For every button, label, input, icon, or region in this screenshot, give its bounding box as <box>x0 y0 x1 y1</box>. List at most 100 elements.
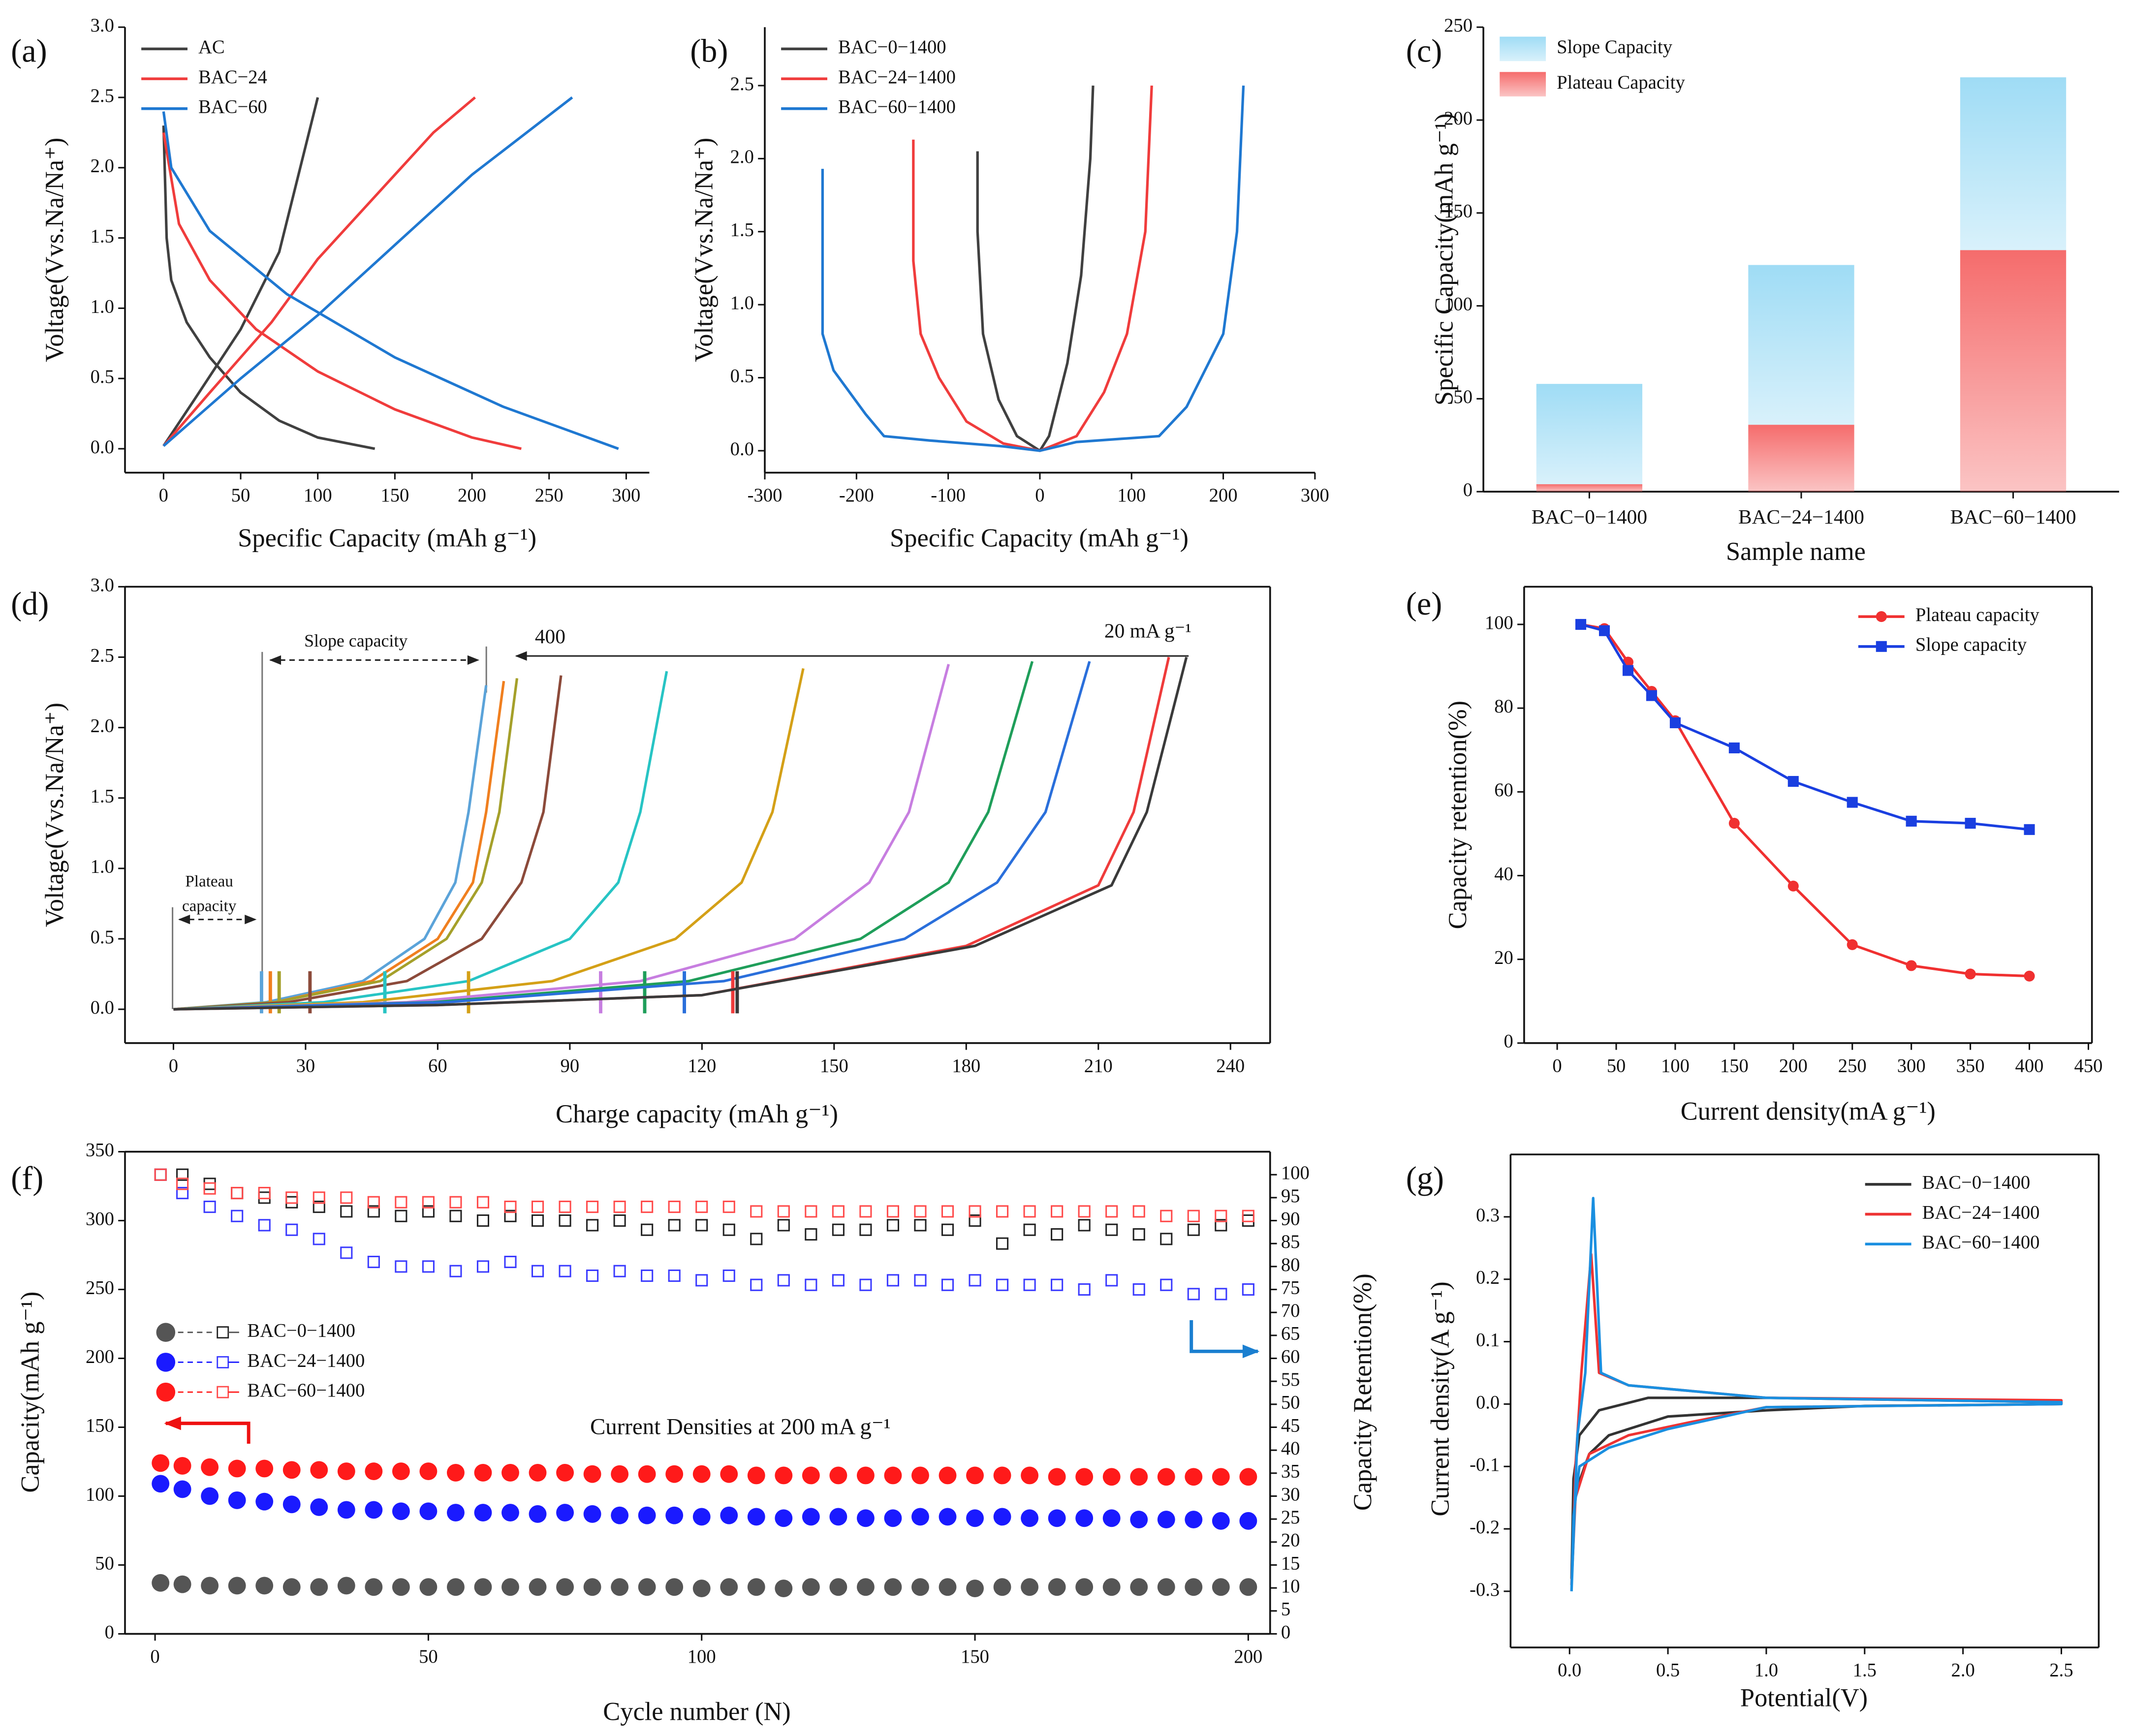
x-tick-label: 0 <box>150 1646 159 1667</box>
y-tick-label: 0.2 <box>1476 1268 1500 1288</box>
x-tick-label: 200 <box>1779 1055 1808 1076</box>
point <box>1239 1578 1257 1596</box>
y-tick-label: 100 <box>1485 613 1513 633</box>
point <box>832 1205 845 1218</box>
y-tick-label: 200 <box>86 1346 114 1367</box>
point <box>154 1168 167 1181</box>
point <box>1239 1512 1257 1530</box>
point <box>1051 1278 1064 1291</box>
point <box>395 1260 407 1273</box>
point <box>474 1463 492 1482</box>
point <box>152 1475 170 1493</box>
y2-tick-label: 80 <box>1281 1255 1300 1275</box>
x-tick-label: 1.5 <box>1853 1660 1877 1681</box>
point <box>282 1495 301 1514</box>
x-tick-label: 150 <box>1720 1055 1749 1076</box>
legend-swatch <box>1876 611 1887 622</box>
y-tick-label: 0.0 <box>91 997 114 1018</box>
point <box>313 1201 325 1213</box>
point <box>638 1506 656 1524</box>
y2-tick-label: 90 <box>1281 1209 1300 1229</box>
legend-swatch <box>1876 641 1887 652</box>
x-axis-label: Charge capacity (mAh g⁻¹) <box>556 1100 838 1128</box>
x-tick-label: -200 <box>839 485 874 506</box>
point <box>1185 1468 1203 1486</box>
point <box>613 1214 626 1227</box>
y2-tick-label: 40 <box>1281 1438 1300 1459</box>
y-tick-label: 150 <box>86 1415 114 1436</box>
point <box>1132 1205 1145 1218</box>
point <box>859 1205 872 1218</box>
y2-tick-label: 10 <box>1281 1576 1300 1597</box>
point <box>1048 1468 1066 1486</box>
line <box>1570 1253 2063 1585</box>
point <box>1847 797 1858 808</box>
point <box>310 1498 328 1516</box>
point <box>395 1196 407 1209</box>
point <box>228 1491 246 1509</box>
legend-label: AC <box>198 37 225 58</box>
legend-swatch <box>1500 72 1546 96</box>
point <box>285 1191 298 1204</box>
y-tick-label: 0 <box>1504 1031 1513 1052</box>
point <box>1212 1512 1230 1530</box>
point <box>1048 1509 1066 1527</box>
bar <box>1960 250 2067 492</box>
x-tick-label: 180 <box>952 1055 980 1076</box>
point <box>201 1487 219 1505</box>
point <box>1078 1205 1091 1218</box>
point <box>392 1502 410 1520</box>
point <box>1187 1288 1200 1301</box>
point <box>422 1205 435 1218</box>
point <box>1212 1578 1230 1596</box>
legend-label: BAC−60 <box>198 97 267 118</box>
point <box>504 1201 517 1213</box>
point <box>1242 1209 1254 1222</box>
point <box>966 1580 984 1597</box>
point <box>395 1209 407 1222</box>
y-tick-label: 1.5 <box>91 226 114 247</box>
point <box>777 1219 790 1232</box>
y-axis-label: Voltage(Vvs.Na/Na⁺) <box>40 138 69 362</box>
y-tick-label: 2.0 <box>91 715 114 736</box>
legend-label: BAC−0−1400 <box>247 1321 355 1341</box>
y2-tick-label: 55 <box>1281 1369 1300 1390</box>
point <box>1185 1511 1203 1529</box>
annotation: Plateau <box>185 872 233 891</box>
y2-tick-label: 15 <box>1281 1553 1300 1574</box>
point <box>556 1578 574 1596</box>
panel-label: (d) <box>11 586 49 622</box>
point <box>1598 625 1610 636</box>
point <box>750 1278 763 1291</box>
point <box>531 1265 544 1277</box>
point <box>1021 1578 1039 1596</box>
y-axis-label: Voltage(Vvs.Na/Na⁺) <box>689 138 718 362</box>
point <box>337 1501 355 1519</box>
panel-label: (a) <box>11 33 47 69</box>
line <box>173 661 1091 1011</box>
point <box>911 1578 929 1596</box>
point <box>613 1265 626 1277</box>
x-tick-label: BAC−0−1400 <box>1532 505 1647 528</box>
point <box>722 1223 735 1236</box>
point <box>1130 1511 1148 1529</box>
point <box>1187 1209 1200 1222</box>
point <box>1105 1223 1118 1236</box>
point <box>638 1465 656 1483</box>
x-tick-label: 300 <box>612 485 640 506</box>
x-axis-label: Cycle number (N) <box>603 1697 791 1726</box>
point <box>476 1214 490 1227</box>
point <box>529 1505 547 1523</box>
x-tick-label: 2.0 <box>1951 1660 1975 1681</box>
point <box>1622 665 1634 676</box>
point <box>1787 775 1799 787</box>
point <box>692 1465 711 1483</box>
point <box>1130 1578 1148 1596</box>
y-axis-label: Capacity(mAh g⁻¹) <box>16 1292 44 1493</box>
x-tick-label: 450 <box>2074 1055 2102 1076</box>
x-axis-label: Sample name <box>1726 537 1866 566</box>
point <box>1157 1578 1175 1596</box>
point <box>419 1462 438 1481</box>
point <box>529 1578 547 1596</box>
point <box>474 1578 492 1596</box>
